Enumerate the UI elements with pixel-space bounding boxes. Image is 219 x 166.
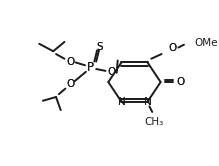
Text: P: P	[87, 61, 94, 74]
Text: O: O	[169, 43, 177, 53]
Text: O: O	[66, 57, 74, 67]
Text: O: O	[169, 43, 177, 53]
Text: CH₃: CH₃	[145, 117, 164, 127]
Text: O: O	[107, 67, 115, 77]
Text: N: N	[118, 97, 125, 107]
Text: N: N	[144, 97, 151, 107]
Text: S: S	[97, 42, 103, 52]
Text: O: O	[66, 79, 74, 89]
Text: O: O	[176, 77, 184, 87]
Text: N: N	[118, 97, 125, 107]
Text: O: O	[66, 79, 74, 89]
Text: O: O	[176, 77, 184, 87]
Text: O: O	[107, 67, 115, 77]
Text: P: P	[87, 61, 94, 74]
Text: OMe: OMe	[194, 38, 218, 48]
Text: S: S	[97, 42, 103, 52]
Text: O: O	[66, 57, 74, 67]
Text: N: N	[144, 97, 151, 107]
